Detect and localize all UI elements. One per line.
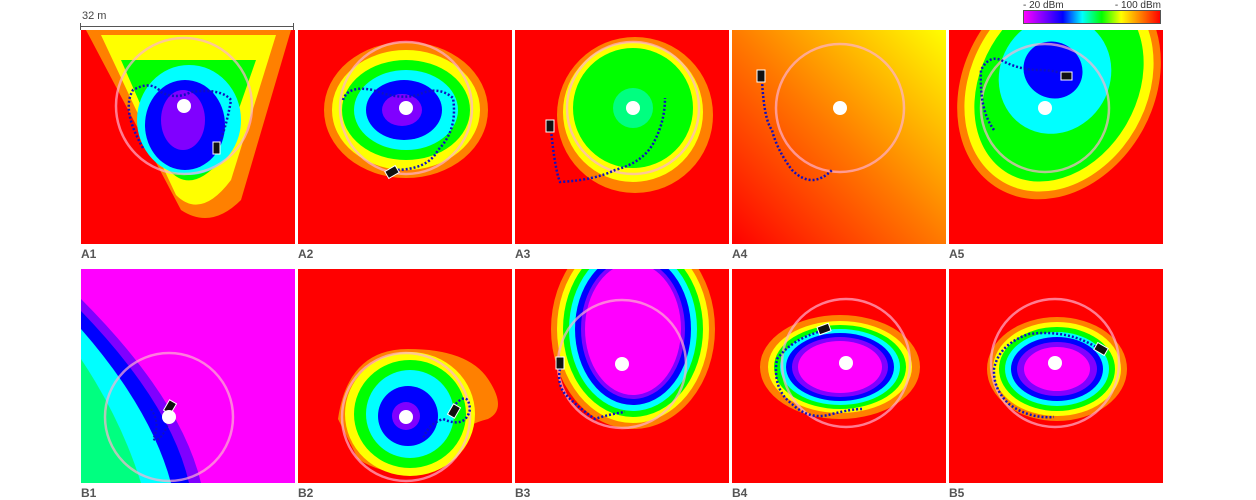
base-station-dot — [399, 410, 413, 424]
range-circle — [114, 36, 254, 176]
walk-path — [150, 408, 172, 441]
colorbar-max-label: - 100 dBm — [1114, 0, 1161, 11]
panel-b5: B5 — [949, 269, 1163, 500]
panel-a5: A5 — [949, 30, 1163, 261]
range-circle — [340, 351, 472, 483]
base-station-dot — [177, 99, 191, 113]
heatmap-b4 — [732, 269, 946, 483]
panel-b1: B1 — [81, 269, 295, 500]
device-marker — [545, 119, 555, 133]
panel-a3: A3 — [515, 30, 729, 261]
panel-a4: A4 — [732, 30, 946, 261]
device-marker — [816, 322, 832, 336]
colorbar-min-label: - 20 dBm — [1023, 0, 1064, 11]
panel-label: B4 — [732, 486, 748, 500]
walk-path — [549, 97, 667, 184]
scale-bar: 32 m — [80, 10, 296, 30]
base-station-dot — [162, 410, 176, 424]
panel-label: B3 — [515, 486, 531, 500]
signal-region-magenta — [798, 341, 882, 393]
walk-path — [127, 84, 233, 151]
panel-label: A3 — [515, 247, 531, 261]
colorbar-gradient — [1023, 10, 1161, 24]
base-station-dot — [1038, 101, 1052, 115]
base-station-dot — [615, 357, 629, 371]
walk-path — [760, 79, 833, 182]
heatmap-b3 — [515, 269, 729, 483]
range-circle — [780, 297, 912, 429]
panel-b4: B4 — [732, 269, 946, 500]
walk-path — [992, 331, 1100, 419]
colorbar-legend: - 20 dBm - 100 dBm — [1023, 0, 1163, 26]
range-circle — [565, 40, 701, 176]
base-station-dot — [399, 101, 413, 115]
range-circle — [774, 42, 906, 174]
device-marker — [446, 403, 462, 419]
heatmap-b5 — [949, 269, 1163, 483]
device-marker — [212, 141, 221, 155]
walk-path — [557, 368, 626, 421]
signal-region-magenta — [585, 269, 681, 395]
heatmap-a1 — [81, 30, 295, 244]
range-circle — [989, 297, 1121, 429]
heatmap-a4 — [732, 30, 946, 244]
heatmap-a3 — [515, 30, 729, 244]
device-marker — [1060, 71, 1073, 81]
device-marker — [756, 69, 766, 83]
heatmap-b2 — [298, 269, 512, 483]
panel-label: B5 — [949, 486, 965, 500]
panel-b3: B3 — [515, 269, 729, 500]
walk-path — [341, 87, 456, 172]
heatmap-a2 — [298, 30, 512, 244]
range-circle — [979, 42, 1111, 174]
base-station-dot — [839, 356, 853, 370]
panel-label: B1 — [81, 486, 97, 500]
device-marker — [1093, 341, 1109, 357]
panel-label: A4 — [732, 247, 748, 261]
device-marker — [555, 356, 565, 370]
base-station-dot — [833, 101, 847, 115]
heatmap-background — [732, 30, 946, 244]
panel-label: A2 — [298, 247, 314, 261]
heatmap-b1 — [81, 269, 295, 483]
scale-bar-label: 32 m — [82, 10, 107, 22]
range-circle — [338, 40, 474, 176]
panel-label: A5 — [949, 247, 965, 261]
signal-region-green — [81, 359, 141, 483]
scale-bar-line — [80, 23, 294, 30]
base-station-dot — [1048, 356, 1062, 370]
base-station-dot — [626, 101, 640, 115]
panel-label: A1 — [81, 247, 97, 261]
panel-b2: B2 — [298, 269, 512, 500]
signal-region-violet — [161, 90, 205, 150]
walk-path — [979, 57, 1068, 131]
device-marker — [384, 164, 400, 180]
walk-path — [421, 397, 472, 440]
panel-a1: A1 — [81, 30, 295, 261]
heatmap-a5 — [949, 30, 1163, 244]
range-circle — [103, 351, 235, 483]
panel-a2: A2 — [298, 30, 512, 261]
panel-label: B2 — [298, 486, 314, 500]
